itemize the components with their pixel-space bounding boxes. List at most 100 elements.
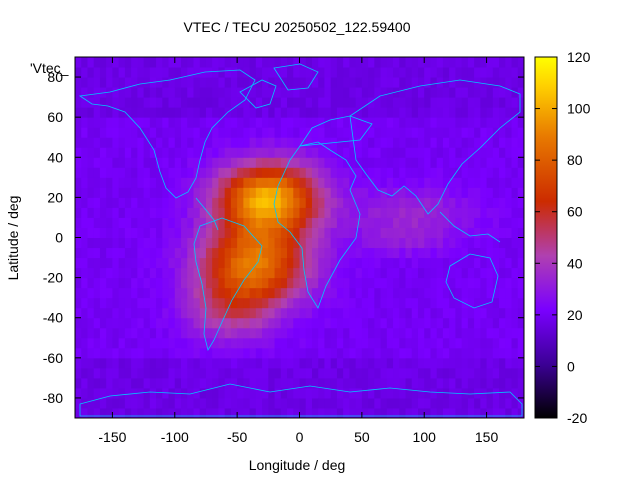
heatmap-cell [349, 347, 357, 359]
heatmap-cell [81, 287, 88, 299]
heatmap-cell [361, 317, 369, 329]
heatmap-cell [249, 297, 257, 309]
heatmap-cell [299, 277, 307, 289]
heatmap-cell [243, 77, 251, 88]
heatmap-cell [411, 77, 419, 88]
heatmap-cell [218, 367, 226, 379]
heatmap-cell [249, 267, 257, 279]
heatmap-cell [274, 367, 282, 379]
heatmap-cell [405, 57, 413, 68]
heatmap-cell [274, 387, 282, 399]
heatmap-cell [156, 157, 163, 168]
heatmap-cell [436, 177, 444, 188]
y-tick-label: 20 [47, 189, 63, 205]
heatmap-cell [174, 397, 182, 409]
heatmap-cell [280, 327, 288, 339]
heatmap-cell [168, 267, 176, 279]
heatmap-cell [205, 397, 213, 409]
heatmap-cell [386, 407, 394, 418]
heatmap-cell [511, 127, 519, 138]
heatmap-cell [467, 137, 475, 148]
heatmap-cell [81, 137, 88, 148]
heatmap-cell [99, 207, 107, 218]
heatmap-cell [474, 57, 481, 68]
heatmap-cell [467, 97, 475, 108]
heatmap-cell [517, 297, 524, 309]
heatmap-cell [187, 337, 194, 349]
heatmap-cell [287, 377, 294, 389]
heatmap-cell [324, 67, 332, 78]
heatmap-cell [181, 117, 188, 128]
heatmap-cell [262, 387, 269, 399]
heatmap-cell [311, 407, 319, 418]
heatmap-cell [368, 317, 375, 329]
heatmap-cell [417, 197, 425, 208]
heatmap-cell [112, 247, 120, 259]
heatmap-cell [230, 197, 238, 208]
heatmap-cell [293, 237, 300, 249]
heatmap-cell [386, 347, 394, 359]
heatmap-cell [75, 327, 82, 339]
heatmap-cell [499, 377, 506, 389]
heatmap-cell [305, 387, 313, 399]
heatmap-cell [499, 197, 506, 208]
heatmap-cell [249, 357, 257, 369]
heatmap-cell [243, 377, 251, 389]
heatmap-cell [249, 407, 257, 418]
heatmap-cell [442, 207, 450, 218]
heatmap-cell [349, 377, 357, 389]
heatmap-cell [368, 357, 375, 369]
heatmap-cell [505, 367, 513, 379]
heatmap-cell [168, 357, 176, 369]
heatmap-cell [268, 197, 276, 208]
heatmap-cell [349, 97, 357, 108]
heatmap-cell [112, 327, 120, 339]
heatmap-cell [517, 87, 524, 98]
heatmap-cell [511, 377, 519, 389]
heatmap-cell [492, 337, 500, 349]
heatmap-cell [455, 237, 463, 249]
heatmap-cell [455, 97, 463, 108]
heatmap-cell [380, 347, 388, 359]
heatmap-cell [505, 287, 513, 299]
heatmap-cell [424, 97, 431, 108]
heatmap-cell [156, 267, 163, 279]
heatmap-cell [280, 187, 288, 198]
heatmap-cell [399, 297, 407, 309]
heatmap-cell [467, 377, 475, 389]
heatmap-cell [99, 317, 107, 329]
heatmap-cell [268, 127, 276, 138]
heatmap-cell [361, 267, 369, 279]
heatmap-cell [137, 357, 145, 369]
heatmap-cell [305, 247, 313, 259]
heatmap-cell [280, 277, 288, 289]
heatmap-cell [442, 147, 450, 158]
heatmap-cell [374, 217, 382, 228]
heatmap-cell [293, 347, 300, 359]
heatmap-cell [343, 167, 350, 178]
heatmap-cell [336, 317, 344, 329]
heatmap-cell [274, 157, 282, 168]
heatmap-cell [361, 297, 369, 309]
heatmap-cell [224, 387, 232, 399]
heatmap-cell [324, 337, 332, 349]
heatmap-cell [75, 347, 82, 359]
heatmap-cell [299, 357, 307, 369]
heatmap-cell [181, 307, 188, 319]
heatmap-cell [156, 57, 163, 68]
heatmap-cell [81, 57, 88, 68]
heatmap-cell [162, 137, 170, 148]
heatmap-cell [280, 87, 288, 98]
heatmap-cell [374, 107, 382, 118]
heatmap-cell [399, 327, 407, 339]
heatmap-cell [87, 257, 95, 269]
heatmap-cell [112, 387, 120, 399]
heatmap-cell [255, 307, 263, 319]
heatmap-cell [262, 397, 269, 409]
heatmap-cell [255, 297, 263, 309]
heatmap-cell [349, 247, 357, 259]
heatmap-cell [187, 67, 194, 78]
heatmap-cell [368, 307, 375, 319]
heatmap-cell [218, 267, 226, 279]
heatmap-cell [274, 137, 282, 148]
